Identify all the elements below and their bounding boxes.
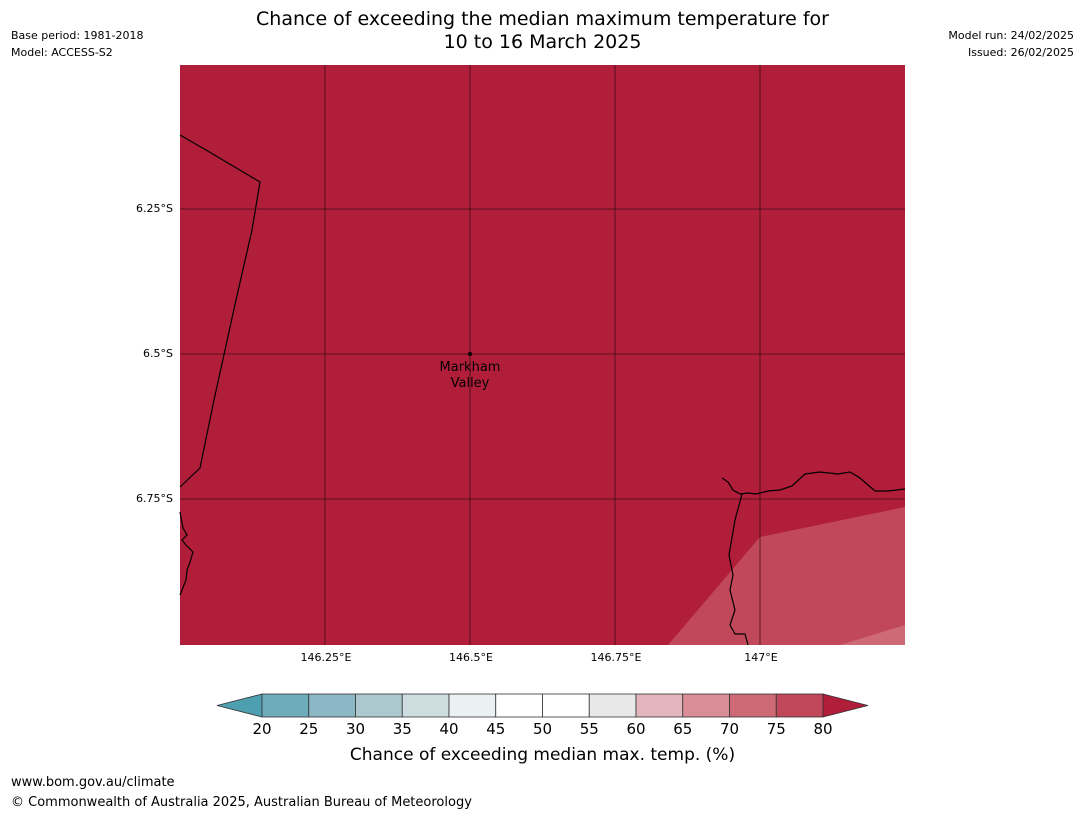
colorbar-segment — [635, 693, 684, 718]
colorbar-segment — [355, 693, 403, 718]
colorbar-tick-label: 70 — [719, 720, 740, 738]
footer-url[interactable]: www.bom.gov.au/climate — [11, 775, 175, 790]
colorbar-tick-label: 35 — [392, 720, 412, 738]
coastlines — [179, 134, 906, 646]
footer-copyright: © Commonwealth of Australia 2025, Austra… — [11, 795, 472, 810]
gridlines — [180, 65, 905, 645]
lat-label-6-75: 6.75°S — [136, 492, 173, 505]
colorbar-tick-label: 75 — [766, 720, 786, 738]
lon-label-146-75: 146.75°E — [590, 651, 642, 664]
lon-label-147: 147°E — [744, 651, 778, 664]
lon-label-146-5: 146.5°E — [449, 651, 493, 664]
colorbar-segment — [729, 693, 777, 718]
coastline-south-river — [728, 493, 749, 646]
model-run-text: Model run: 24/02/2025 — [948, 29, 1074, 42]
colorbar-tick-label: 45 — [486, 720, 506, 738]
colorbar-extend-high — [822, 693, 869, 718]
model-text: Model: ACCESS-S2 — [11, 46, 113, 59]
colorbar-segment — [682, 693, 730, 718]
lat-label-6-25: 6.25°S — [136, 202, 173, 215]
colorbar — [216, 693, 869, 718]
colorbar-segment — [401, 693, 450, 718]
colorbar-tick-label: 50 — [532, 720, 553, 738]
title-line-1: Chance of exceeding the median maximum t… — [256, 8, 829, 30]
place-name-line-1: Markham — [439, 360, 501, 375]
colorbar-segment — [542, 693, 590, 718]
colorbar-tick-label: 60 — [626, 720, 646, 738]
colorbar-label: Chance of exceeding median max. temp. (%… — [349, 745, 736, 765]
place-label-markham-valley: Markham Valley — [420, 360, 520, 392]
metadata-right: Model run: 24/02/2025 Issued: 26/02/2025 — [948, 27, 1074, 61]
border-line-west — [179, 134, 261, 488]
colorbar-tick-label: 40 — [439, 720, 459, 738]
place-marker — [468, 352, 472, 356]
colorbar-segment — [495, 693, 543, 718]
colorbar-segment — [261, 693, 310, 718]
colorbar-tick-label: 25 — [299, 720, 319, 738]
metadata-left: Base period: 1981-2018 Model: ACCESS-S2 — [11, 27, 143, 61]
title-line-2: 10 to 16 March 2025 — [443, 31, 642, 53]
coastline-southeast — [721, 471, 906, 495]
colorbar-segment — [308, 693, 356, 718]
colorbar-segment — [588, 693, 637, 718]
colorbar-segment — [448, 693, 497, 718]
colorbar-tick-label: 20 — [252, 720, 272, 738]
lat-label-6-5: 6.5°S — [143, 347, 173, 360]
colorbar-extend-low — [216, 693, 263, 718]
place-name-line-2: Valley — [450, 376, 490, 391]
probability-region-70-75 — [668, 507, 905, 645]
colorbar-segment — [775, 693, 824, 718]
colorbar-tick-label: 80 — [813, 720, 833, 738]
issued-text: Issued: 26/02/2025 — [967, 46, 1074, 59]
probability-region-65-70 — [840, 625, 905, 645]
colorbar-tick-label: 55 — [579, 720, 599, 738]
colorbar-tick-label: 65 — [673, 720, 693, 738]
coastline-southwest — [179, 511, 194, 596]
page-title: Chance of exceeding the median maximum t… — [0, 8, 1085, 54]
base-period-text: Base period: 1981-2018 — [11, 29, 144, 42]
colorbar-tick-label: 30 — [345, 720, 366, 738]
lon-label-146-25: 146.25°E — [300, 651, 352, 664]
